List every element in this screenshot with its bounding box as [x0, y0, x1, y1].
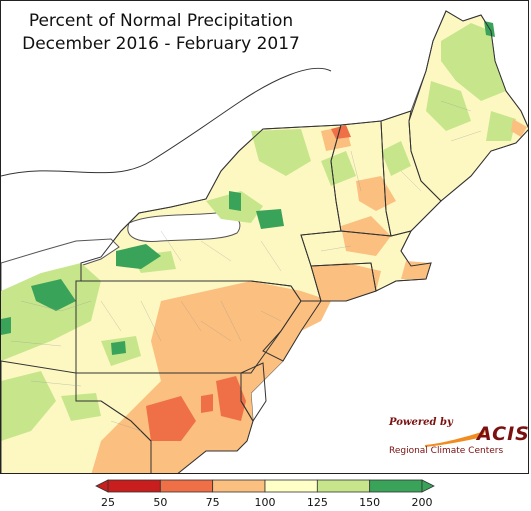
- map-title: Percent of Normal Precipitation: [28, 11, 294, 31]
- legend-tick-label: 125: [306, 496, 328, 509]
- map-subtitle: December 2016 - February 2017: [22, 34, 300, 54]
- legend-swatch: [316, 479, 371, 493]
- lake-ontario: [127, 212, 241, 242]
- logo-subtitle: Regional Climate Centers: [389, 446, 504, 456]
- map-frame: Percent of Normal Precipitation December…: [0, 0, 529, 474]
- logo-powered-by: Powered by: [389, 417, 453, 428]
- logo-acis: ACIS: [477, 423, 529, 445]
- county-lines: [10, 100, 482, 432]
- swoosh-icon: [425, 431, 485, 447]
- legend-colorbar: [95, 479, 435, 493]
- legend-tick-label: 200: [411, 496, 433, 509]
- canada-border: [1, 67, 332, 177]
- legend-swatch: [107, 479, 161, 493]
- state-borders: [1, 10, 528, 473]
- wet-areas-125-150: [1, 23, 516, 441]
- legend-tick-label: 100: [254, 496, 276, 509]
- legend-tick-label: 75: [205, 496, 220, 509]
- legend-tick-label: 150: [359, 496, 381, 509]
- acis-logo: Powered by ACIS Regional Climate Centers: [385, 415, 528, 461]
- legend-swatch: [159, 479, 214, 493]
- legend-arrow-low: [95, 479, 109, 493]
- precipitation-map: [1, 10, 528, 473]
- legend-swatch: [212, 479, 266, 493]
- legend-arrow-high: [421, 479, 435, 493]
- wet-areas-150-200: [1, 21, 495, 355]
- dry-areas-50-75: [146, 125, 351, 441]
- legend-swatch: [369, 479, 423, 493]
- legend-tick-label: 50: [153, 496, 168, 509]
- legend-swatch: [264, 479, 318, 493]
- legend-tick-label: 25: [101, 496, 115, 509]
